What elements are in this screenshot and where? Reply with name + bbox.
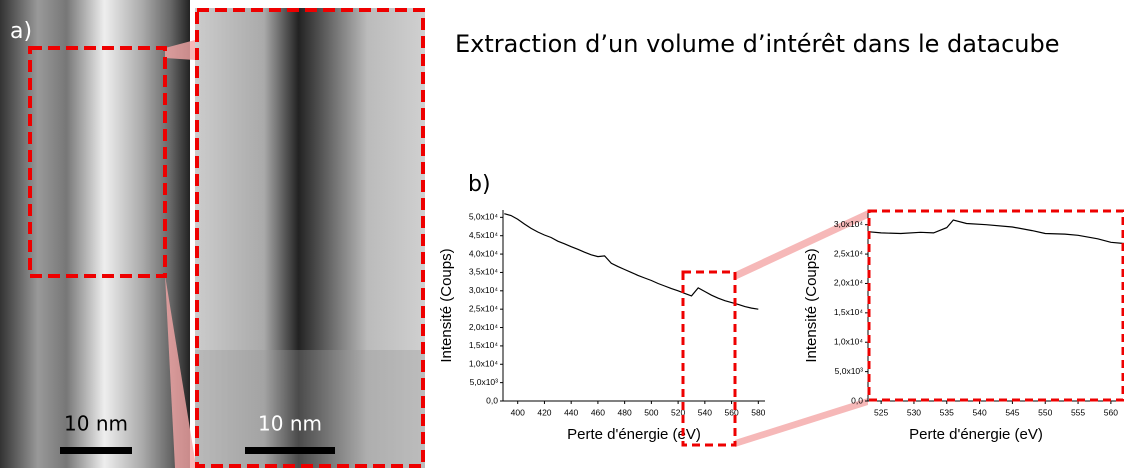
y-tick-label: 5,0x10⁴: [469, 212, 499, 222]
y-tick-label: 5,0x10³: [835, 366, 864, 376]
y-tick-label: 0,0: [851, 395, 863, 405]
connector: [735, 398, 868, 447]
y-tick-label: 2,5x10⁴: [834, 248, 864, 258]
x-tick-label: 440: [564, 407, 578, 417]
y-tick-label: 4,0x10⁴: [469, 248, 499, 258]
axes: [502, 210, 765, 402]
zoom-box: [867, 209, 1124, 402]
spectrum-line: [867, 219, 1124, 245]
scale-label: 10 nm: [258, 412, 322, 436]
y-tick-label: 1,0x10⁴: [469, 359, 499, 369]
x-axis-title: Perte d'énergie (eV): [567, 426, 701, 443]
roi-box: [28, 46, 167, 278]
x-tick-label: 525: [874, 407, 888, 417]
stem-zoom-image: [195, 8, 425, 468]
x-axis-title: Perte d'énergie (eV): [909, 426, 1043, 443]
connector: [165, 40, 195, 60]
y-tick-label: 3,5x10⁴: [469, 267, 499, 277]
title: Extraction d’un volume d’intérêt dans le…: [455, 30, 1059, 58]
x-tick-label: 460: [591, 407, 605, 417]
x-tick-label: 420: [537, 407, 551, 417]
axes: [867, 210, 1124, 402]
y-axis-title: Intensité (Coups): [438, 248, 455, 362]
x-tick-label: 520: [671, 407, 685, 417]
x-tick-label: 545: [1005, 407, 1019, 417]
y-tick-label: 3,0x10⁴: [834, 219, 864, 229]
panel-label: b): [468, 172, 491, 197]
y-tick-label: 1,0x10⁴: [834, 336, 864, 346]
connector: [735, 210, 868, 280]
x-tick-label: 500: [644, 407, 658, 417]
x-tick-label: 560: [724, 407, 738, 417]
y-tick-label: 3,0x10⁴: [469, 285, 499, 295]
x-tick-label: 555: [1071, 407, 1085, 417]
x-tick-label: 540: [698, 407, 712, 417]
x-tick-label: 400: [511, 407, 525, 417]
y-tick-label: 2,0x10⁴: [469, 322, 499, 332]
x-tick-label: 560: [1104, 407, 1118, 417]
spectrum-line: [504, 213, 759, 310]
x-tick-label: 540: [972, 407, 986, 417]
scale-bar: [245, 447, 335, 454]
y-tick-label: 2,5x10⁴: [469, 303, 499, 313]
plots: 0,0 5,0x10³ 1,0x10⁴ 1,5x10⁴ 2,0x10⁴ 2,5x10⁴ 3,…: [438, 210, 1124, 443]
connector: [165, 275, 195, 468]
y-tick-label: 0,0: [486, 395, 498, 405]
roi-box: [681, 270, 737, 447]
y-tick-label: 1,5x10⁴: [469, 340, 499, 350]
x-tick-label: 580: [751, 407, 765, 417]
zoom-box: [195, 8, 425, 468]
scale-label: 10 nm: [64, 412, 128, 436]
y-tick-label: 4,5x10⁴: [469, 230, 499, 240]
y-tick-label: 1,5x10⁴: [834, 307, 864, 317]
y-axis-title: Intensité (Coups): [803, 248, 820, 362]
scale-bar: [60, 447, 132, 454]
panel-label: a): [10, 19, 32, 44]
y-tick-label: 2,0x10⁴: [834, 278, 864, 288]
x-tick-label: 535: [940, 407, 954, 417]
x-tick-label: 530: [907, 407, 921, 417]
x-tick-label: 480: [618, 407, 632, 417]
y-tick-label: 5,0x10³: [470, 377, 499, 387]
x-tick-label: 550: [1038, 407, 1052, 417]
